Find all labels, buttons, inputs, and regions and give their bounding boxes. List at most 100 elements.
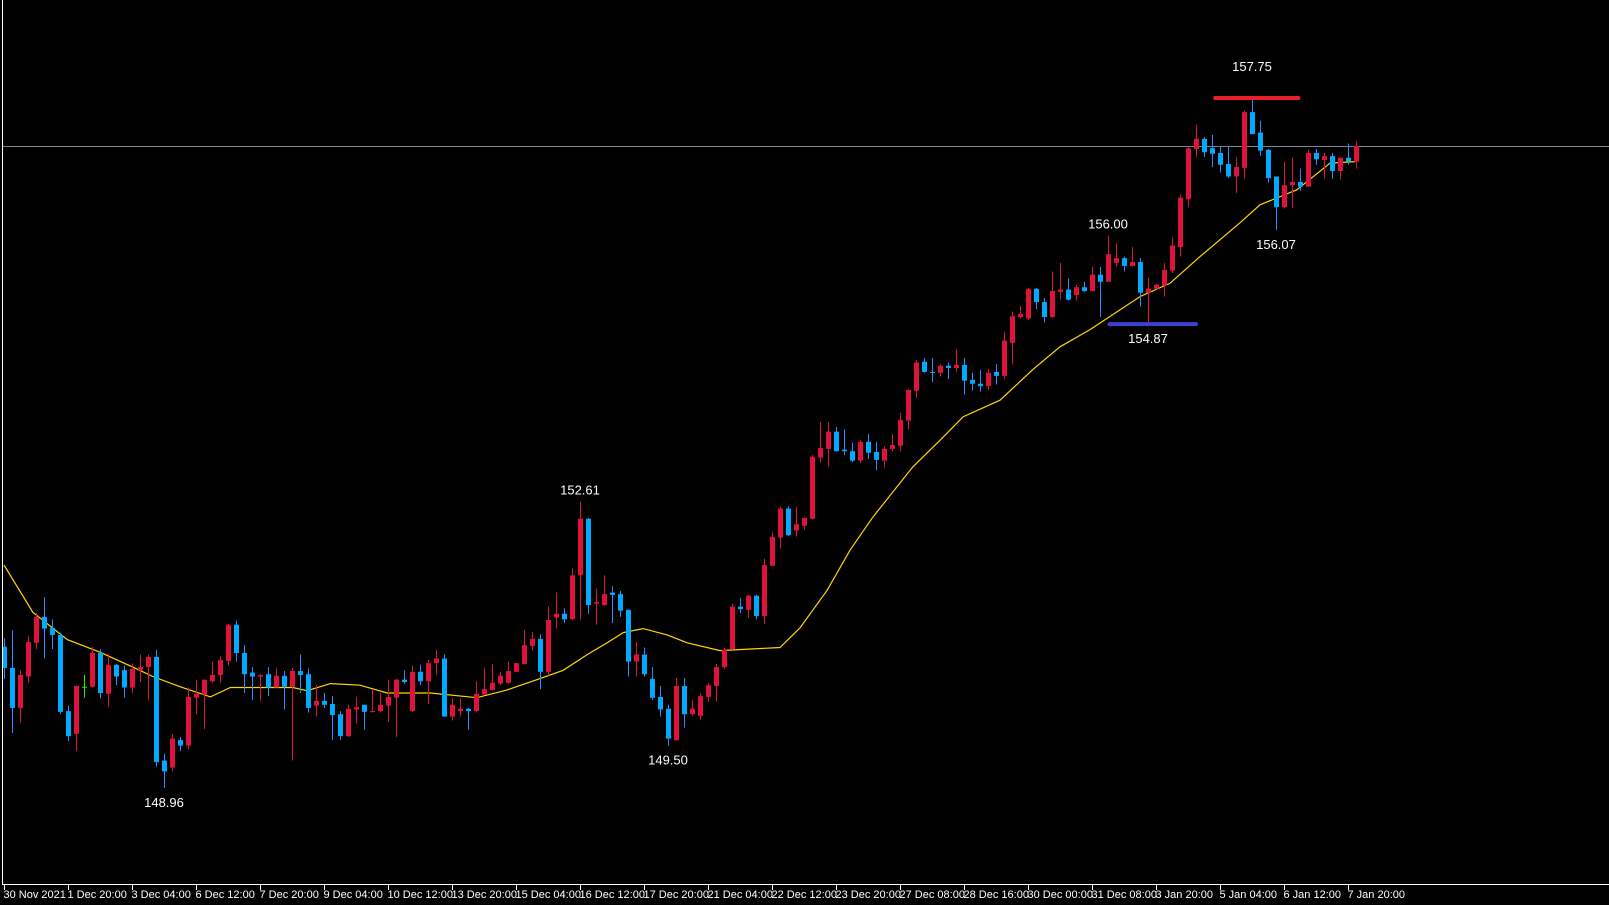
candle[interactable] <box>1098 266 1103 318</box>
candle[interactable] <box>986 368 991 391</box>
candle[interactable] <box>538 634 543 690</box>
candle[interactable] <box>770 532 775 566</box>
candle[interactable] <box>866 433 871 460</box>
candle[interactable] <box>762 558 767 624</box>
candle[interactable] <box>658 685 663 717</box>
candle[interactable] <box>730 603 735 650</box>
candle[interactable] <box>34 612 39 650</box>
candle[interactable] <box>130 663 135 694</box>
candle[interactable] <box>314 685 319 717</box>
candle[interactable] <box>978 369 983 392</box>
candle[interactable] <box>114 663 119 686</box>
candle[interactable] <box>666 704 671 746</box>
candle[interactable] <box>234 620 239 662</box>
candle[interactable] <box>82 674 87 698</box>
candle[interactable] <box>154 649 159 767</box>
candle[interactable] <box>1114 243 1119 267</box>
candle[interactable] <box>922 357 927 373</box>
candle[interactable] <box>1298 168 1303 191</box>
candle[interactable] <box>354 696 359 724</box>
candle[interactable] <box>258 674 263 701</box>
candle[interactable] <box>1322 152 1327 179</box>
candle[interactable] <box>778 506 783 549</box>
candle[interactable] <box>330 696 335 741</box>
candle[interactable] <box>194 679 199 715</box>
candle[interactable] <box>906 389 911 430</box>
candle[interactable] <box>1090 266 1095 292</box>
candle[interactable] <box>50 619 55 650</box>
candle[interactable] <box>746 594 751 618</box>
candle[interactable] <box>618 590 623 617</box>
candle[interactable] <box>506 661 511 684</box>
candle[interactable] <box>378 693 383 713</box>
candle[interactable] <box>450 698 455 721</box>
candle[interactable] <box>58 632 63 715</box>
candle[interactable] <box>138 654 143 683</box>
candle[interactable] <box>122 665 127 698</box>
candle[interactable] <box>410 665 415 712</box>
candle[interactable] <box>218 656 223 683</box>
candle[interactable] <box>674 678 679 741</box>
candle[interactable] <box>1314 149 1319 165</box>
candle[interactable] <box>1290 157 1295 208</box>
candle[interactable] <box>1258 120 1263 157</box>
candle[interactable] <box>178 736 183 752</box>
candle[interactable] <box>946 362 951 380</box>
candle[interactable] <box>26 635 31 683</box>
candle[interactable] <box>642 647 647 677</box>
candle[interactable] <box>690 700 695 716</box>
candle[interactable] <box>626 609 631 677</box>
candle[interactable] <box>10 630 15 734</box>
candle[interactable] <box>1346 143 1351 165</box>
candle[interactable] <box>402 670 407 684</box>
candle[interactable] <box>1282 161 1287 209</box>
candle[interactable] <box>970 372 975 391</box>
candle[interactable] <box>266 667 271 697</box>
candle[interactable] <box>1186 146 1191 208</box>
candle[interactable] <box>914 360 919 398</box>
candle[interactable] <box>834 426 839 452</box>
candle[interactable] <box>426 660 431 705</box>
candle[interactable] <box>90 646 95 688</box>
candle[interactable] <box>530 631 535 651</box>
candle[interactable] <box>1234 156 1239 193</box>
candle[interactable] <box>898 412 903 452</box>
candle[interactable] <box>1306 149 1311 187</box>
candle[interactable] <box>1082 281 1087 292</box>
candle[interactable] <box>474 681 479 713</box>
candle[interactable] <box>522 630 527 665</box>
candle[interactable] <box>362 704 367 730</box>
candle[interactable] <box>546 606 551 676</box>
candle[interactable] <box>994 364 999 385</box>
candle[interactable] <box>1138 258 1143 307</box>
candle[interactable] <box>1330 152 1335 179</box>
candle[interactable] <box>210 661 215 683</box>
candle[interactable] <box>1122 256 1127 272</box>
candle[interactable] <box>18 670 23 723</box>
candle[interactable] <box>282 671 287 710</box>
candle[interactable] <box>1130 247 1135 267</box>
candle[interactable] <box>1202 137 1207 157</box>
candle[interactable] <box>938 364 943 377</box>
candle[interactable] <box>370 689 375 713</box>
candle[interactable] <box>842 429 847 456</box>
candle[interactable] <box>42 597 47 659</box>
candle[interactable] <box>1218 146 1223 173</box>
candle[interactable] <box>66 705 71 741</box>
candle[interactable] <box>1162 262 1167 297</box>
candle[interactable] <box>1074 284 1079 301</box>
candle[interactable] <box>2 638 7 679</box>
candle[interactable] <box>226 623 231 666</box>
candle[interactable] <box>1250 98 1255 135</box>
candle[interactable] <box>1010 311 1015 365</box>
candle[interactable] <box>106 653 111 708</box>
candle[interactable] <box>594 588 599 625</box>
candle[interactable] <box>714 663 719 702</box>
candle[interactable] <box>1154 284 1159 290</box>
candle[interactable] <box>586 517 591 614</box>
candle[interactable] <box>170 733 175 772</box>
candle[interactable] <box>650 667 655 701</box>
candle[interactable] <box>1210 134 1215 168</box>
candle[interactable] <box>1106 235 1111 282</box>
